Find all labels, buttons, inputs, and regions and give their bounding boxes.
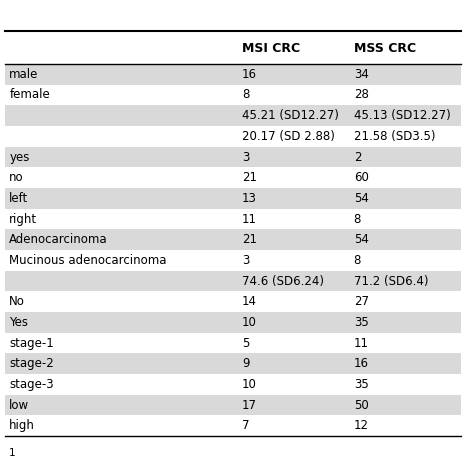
- Text: 1: 1: [9, 448, 16, 458]
- Text: 7: 7: [242, 419, 249, 432]
- Text: Yes: Yes: [9, 316, 28, 329]
- Text: male: male: [9, 68, 39, 81]
- Text: 74.6 (SD6.24): 74.6 (SD6.24): [242, 274, 324, 288]
- Text: 3: 3: [242, 151, 249, 164]
- Text: stage-2: stage-2: [9, 357, 54, 370]
- Bar: [5, 146, 461, 167]
- Text: 5: 5: [242, 337, 249, 349]
- Text: Adenocarcinoma: Adenocarcinoma: [9, 233, 108, 246]
- Text: stage-1: stage-1: [9, 337, 54, 349]
- Text: 10: 10: [242, 378, 257, 391]
- Text: 21: 21: [242, 233, 257, 246]
- Text: 27: 27: [354, 295, 369, 308]
- Text: 71.2 (SD6.4): 71.2 (SD6.4): [354, 274, 428, 288]
- Text: 16: 16: [354, 357, 369, 370]
- Text: yes: yes: [9, 151, 30, 164]
- Text: 21: 21: [242, 171, 257, 184]
- Text: 28: 28: [354, 89, 369, 101]
- Text: No: No: [9, 295, 25, 308]
- Text: 20.17 (SD 2.88): 20.17 (SD 2.88): [242, 130, 335, 143]
- Text: 10: 10: [242, 316, 257, 329]
- Text: high: high: [9, 419, 35, 432]
- Text: 45.13 (SD12.27): 45.13 (SD12.27): [354, 109, 450, 122]
- Bar: [5, 312, 461, 333]
- Text: 9: 9: [242, 357, 249, 370]
- Text: 54: 54: [354, 233, 369, 246]
- Text: 3: 3: [242, 254, 249, 267]
- Text: 50: 50: [354, 399, 368, 411]
- Text: 54: 54: [354, 192, 369, 205]
- Text: low: low: [9, 399, 29, 411]
- Text: 34: 34: [354, 68, 369, 81]
- Text: right: right: [9, 212, 37, 226]
- Bar: [5, 271, 461, 292]
- Text: Mucinous adenocarcinoma: Mucinous adenocarcinoma: [9, 254, 167, 267]
- Text: 11: 11: [354, 337, 369, 349]
- Text: 21.58 (SD3.5): 21.58 (SD3.5): [354, 130, 435, 143]
- Text: MSS CRC: MSS CRC: [354, 42, 416, 55]
- Bar: [5, 105, 461, 126]
- Text: 2: 2: [354, 151, 361, 164]
- Text: 35: 35: [354, 378, 368, 391]
- Text: 16: 16: [242, 68, 257, 81]
- Bar: [5, 354, 461, 374]
- Text: female: female: [9, 89, 50, 101]
- Bar: [5, 229, 461, 250]
- Text: 45.21 (SD12.27): 45.21 (SD12.27): [242, 109, 339, 122]
- Text: 8: 8: [242, 89, 249, 101]
- Text: 14: 14: [242, 295, 257, 308]
- Text: left: left: [9, 192, 28, 205]
- Text: stage-3: stage-3: [9, 378, 54, 391]
- Text: no: no: [9, 171, 24, 184]
- Text: 8: 8: [354, 212, 361, 226]
- Text: 35: 35: [354, 316, 368, 329]
- Text: 12: 12: [354, 419, 369, 432]
- Bar: [5, 395, 461, 415]
- Text: 8: 8: [354, 254, 361, 267]
- Text: 60: 60: [354, 171, 369, 184]
- Text: MSI CRC: MSI CRC: [242, 42, 300, 55]
- Text: 11: 11: [242, 212, 257, 226]
- Bar: [5, 64, 461, 85]
- Text: 13: 13: [242, 192, 257, 205]
- Bar: [5, 188, 461, 209]
- Text: 17: 17: [242, 399, 257, 411]
